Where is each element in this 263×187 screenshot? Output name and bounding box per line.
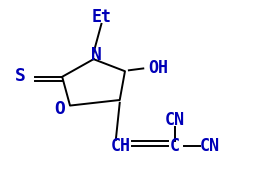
Text: C: C xyxy=(170,137,180,155)
Text: OH: OH xyxy=(149,59,169,77)
Text: CN: CN xyxy=(200,137,220,155)
Text: N: N xyxy=(91,45,102,64)
Text: O: O xyxy=(54,100,65,118)
Text: CN: CN xyxy=(165,111,185,129)
Text: S: S xyxy=(15,67,26,85)
Text: Et: Et xyxy=(92,8,112,26)
Text: CH: CH xyxy=(111,137,131,155)
